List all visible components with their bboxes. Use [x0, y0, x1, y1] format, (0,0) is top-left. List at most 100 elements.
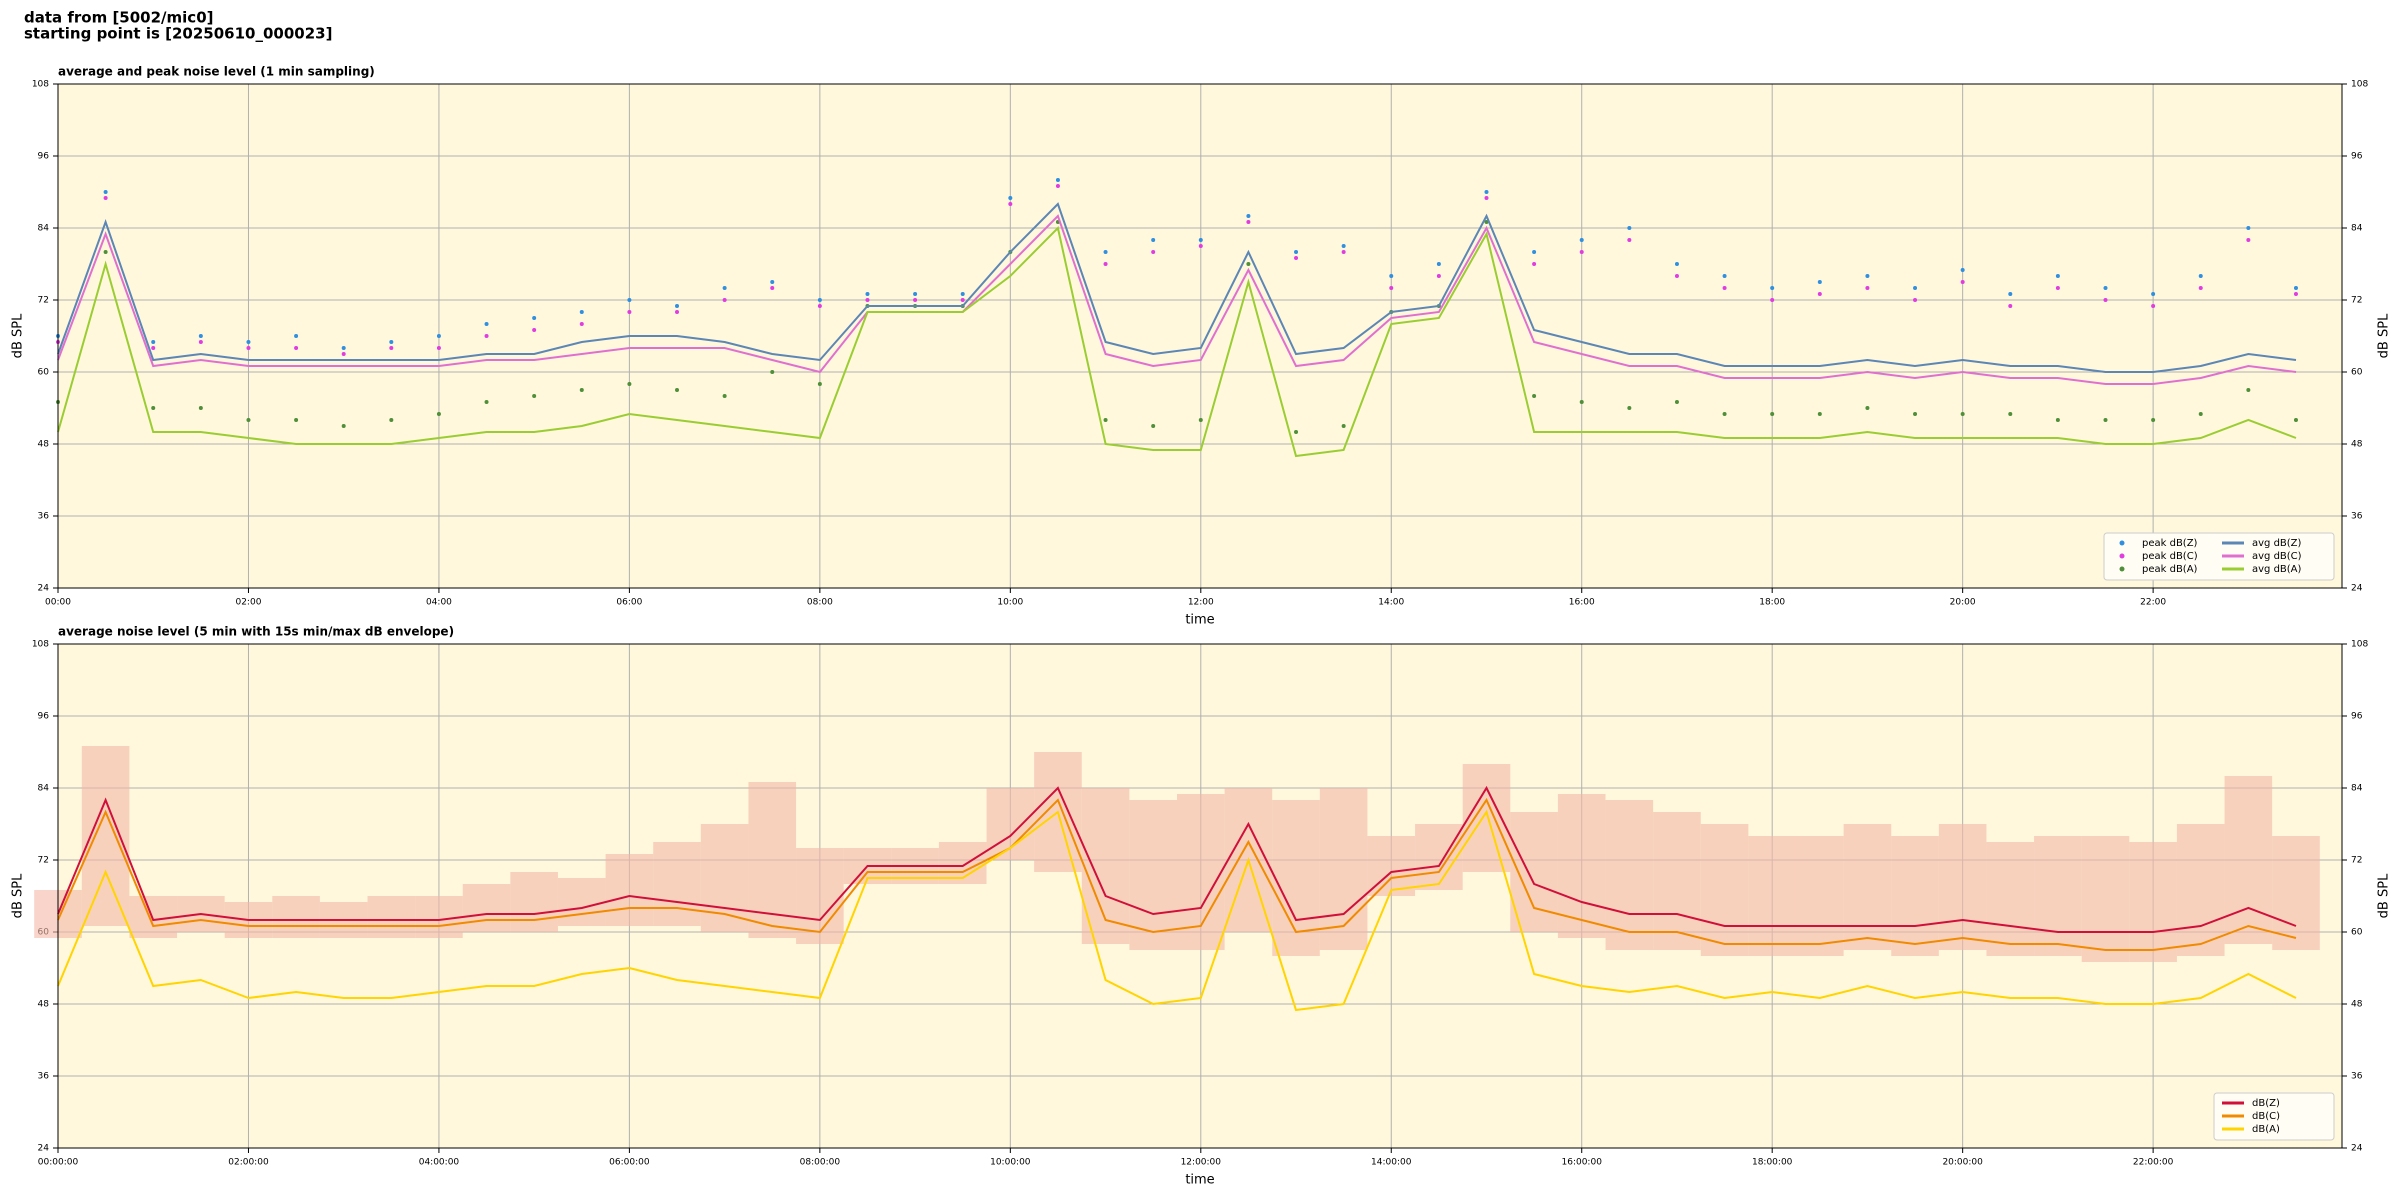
chart-title: average and peak noise level (1 min samp… [58, 65, 375, 79]
peak-point [1817, 412, 1822, 416]
plot-area [58, 84, 2342, 588]
peak-point [817, 304, 822, 308]
peak-point [436, 412, 441, 416]
y-tick-label: 60 [38, 368, 50, 378]
y-tick-label: 36 [38, 512, 50, 522]
peak-point [1960, 412, 1965, 416]
peak-point [1722, 286, 1727, 290]
envelope [986, 788, 1035, 860]
peak-point [2293, 292, 2298, 296]
peak-point [341, 424, 346, 428]
peak-point [341, 346, 346, 350]
peak-point [1770, 298, 1775, 302]
y2-axis-label: dB SPL [2377, 873, 2392, 918]
envelope [605, 854, 654, 926]
peak-point [627, 310, 632, 314]
peak-point [2246, 238, 2251, 242]
envelope [272, 896, 320, 938]
legend-label: peak dB(C) [2142, 551, 2198, 562]
x-tick-label: 10:00 [997, 598, 1023, 608]
envelope [1986, 842, 2035, 956]
chart-title: average noise level (5 min with 15s min/… [58, 625, 454, 639]
x-tick-label: 06:00:00 [609, 1158, 650, 1168]
peak-point [2008, 412, 2013, 416]
legend-label: dB(A) [2252, 1124, 2280, 1135]
peak-point [1913, 298, 1918, 302]
peak-point [389, 418, 394, 422]
series-line [57, 797, 2297, 951]
y-tick-label: 48 [38, 1000, 50, 1010]
envelope [2034, 836, 2082, 956]
peak-point [294, 418, 299, 422]
peak-point [1103, 262, 1108, 266]
y2-tick-label: 60 [2351, 928, 2363, 938]
envelope [1795, 836, 1844, 956]
y2-tick-label: 108 [2351, 640, 2368, 650]
y2-tick-label: 72 [2351, 856, 2362, 866]
series-line [57, 202, 2297, 373]
y-tick-label: 24 [38, 1144, 50, 1154]
x-tick-label: 18:00:00 [1752, 1158, 1793, 1168]
x-tick-label: 22:00 [2140, 598, 2166, 608]
peak-point [2103, 418, 2108, 422]
x-tick-label: 12:00 [1188, 598, 1214, 608]
peak-point [817, 298, 822, 302]
x-tick-label: 12:00:00 [1181, 1158, 1222, 1168]
y-tick-label: 108 [32, 640, 49, 650]
peak-point [1913, 412, 1918, 416]
header-line: data from [5002/mic0] [24, 9, 214, 27]
peak-point [1294, 430, 1299, 434]
series-line [57, 785, 2297, 933]
peak-point [960, 292, 965, 296]
series-line [57, 809, 2297, 1012]
peak-point [865, 298, 870, 302]
peak-point [1436, 262, 1441, 266]
peak-point [1674, 400, 1679, 404]
peak-point [1532, 394, 1537, 398]
peak-point [198, 334, 203, 338]
peak-point [1198, 244, 1203, 248]
peak-point [1103, 418, 1108, 422]
envelope [1319, 788, 1368, 950]
envelope [462, 884, 511, 932]
peak-point [1817, 292, 1822, 296]
peak-point [532, 394, 537, 398]
x-tick-label: 16:00:00 [1562, 1158, 1603, 1168]
peak-point [1484, 190, 1489, 194]
peak-point [532, 316, 537, 320]
peak-point [103, 190, 108, 194]
peak-point [2246, 388, 2251, 392]
peak-point [103, 196, 108, 200]
peak-point [913, 298, 918, 302]
peak-point [484, 334, 489, 338]
peak-point [579, 322, 584, 326]
peak-point [246, 346, 251, 350]
y2-tick-label: 60 [2351, 368, 2363, 378]
legend-label: peak dB(A) [2142, 564, 2198, 575]
peak-point [2103, 286, 2108, 290]
peak-point [2008, 292, 2013, 296]
x-tick-label: 18:00 [1759, 598, 1785, 608]
x-tick-label: 22:00:00 [2133, 1158, 2174, 1168]
y2-tick-label: 84 [2351, 784, 2363, 794]
envelope [2129, 842, 2177, 962]
legend-box [2103, 532, 2335, 581]
y-tick-label: 108 [32, 80, 49, 90]
y2-tick-label: 84 [2351, 224, 2363, 234]
envelope [557, 878, 606, 926]
envelope [2272, 836, 2320, 950]
peak-point [1627, 406, 1632, 410]
y2-tick-label: 48 [2351, 440, 2363, 450]
legend-swatch [2119, 553, 2125, 559]
peak-point [532, 328, 537, 332]
y2-tick-label: 96 [2351, 152, 2363, 162]
peak-point [389, 340, 394, 344]
peak-point [198, 406, 203, 410]
envelope [1557, 794, 1606, 938]
peak-point [1960, 268, 1965, 272]
peak-point [865, 292, 870, 296]
legend-label: dB(C) [2252, 1111, 2280, 1122]
x-tick-label: 02:00:00 [228, 1158, 269, 1168]
x-tick-label: 16:00 [1569, 598, 1595, 608]
legend-label: avg dB(Z) [2252, 538, 2302, 549]
